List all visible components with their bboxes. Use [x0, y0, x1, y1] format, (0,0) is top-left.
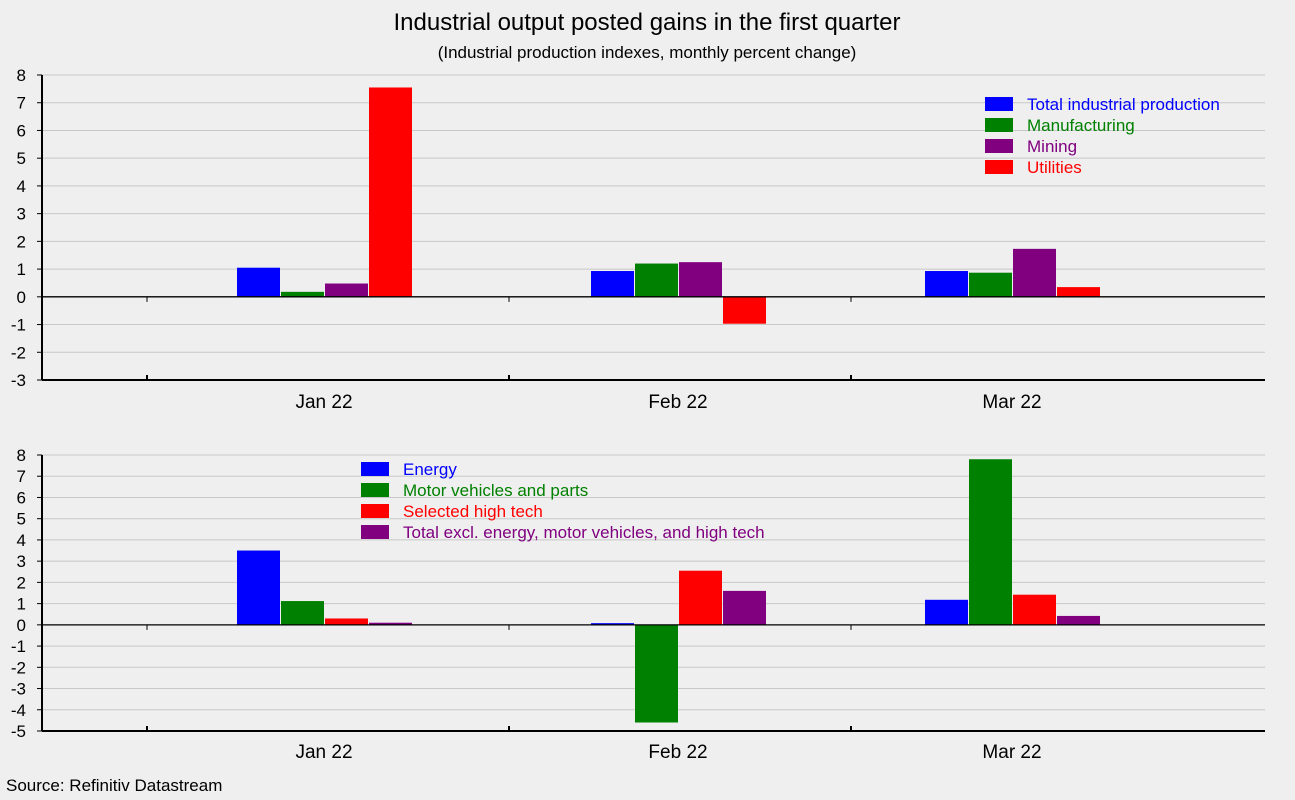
bar-total-industrial-production [237, 267, 280, 297]
y-tick-label: 4 [17, 531, 26, 550]
legend-label: Selected high tech [403, 502, 543, 521]
bar-utilities [723, 296, 766, 324]
bar-mining [679, 262, 722, 297]
x-tick-label: Feb 22 [648, 392, 707, 413]
bar-energy [591, 623, 634, 625]
y-tick-label: -1 [11, 316, 26, 335]
legend-swatch [361, 462, 389, 476]
legend-label: Total excl. energy, motor vehicles, and … [403, 523, 765, 542]
bar-total-industrial-production [591, 271, 634, 297]
y-tick-label: 6 [17, 488, 26, 507]
y-tick-label: -1 [11, 637, 26, 656]
top-panel: -3 -2 -1 0 1 2 3 4 5 6 7 8 Jan 22 Feb 22 Mar 22 Total i… [11, 66, 1265, 413]
bar-mining [325, 283, 368, 297]
bar-motor-vehicles-and-parts [281, 601, 324, 625]
legend-swatch [985, 97, 1013, 111]
bar-selected-high-tech [1013, 594, 1056, 625]
y-tick-label: 8 [17, 66, 26, 85]
x-tick-label: Jan 22 [295, 392, 352, 413]
legend-label: Motor vehicles and parts [403, 481, 588, 500]
y-tick-label: 5 [17, 149, 26, 168]
y-tick-label: 1 [17, 595, 26, 614]
y-tick-label: 7 [17, 467, 26, 486]
legend-label: Total industrial production [1027, 95, 1220, 114]
x-tick-label: Feb 22 [648, 742, 707, 763]
bar-total-industrial-production [925, 271, 968, 297]
y-tick-label: 5 [17, 510, 26, 529]
y-tick-label: 3 [17, 205, 26, 224]
chart-subtitle: (Industrial production indexes, monthly … [438, 43, 857, 62]
y-tick-label: 2 [17, 573, 26, 592]
bar-energy [925, 599, 968, 625]
bottom-panel: -5 -4 -3 -2 -1 0 1 2 3 4 5 6 7 8 Jan 22 Feb 22 Mar 22 Ene… [11, 446, 1265, 763]
y-tick-label: -2 [11, 343, 26, 362]
y-tick-label: -4 [11, 701, 26, 720]
legend-swatch [985, 139, 1013, 153]
y-tick-label: 0 [17, 616, 26, 635]
bar-manufacturing [635, 263, 678, 297]
source-note: Source: Refinitiv Datastream [6, 776, 222, 795]
y-tick-label: 0 [17, 288, 26, 307]
y-tick-label: -3 [11, 680, 26, 699]
legend-swatch [985, 160, 1013, 174]
y-tick-label: 6 [17, 121, 26, 140]
chart-title: Industrial output posted gains in the fi… [394, 9, 901, 36]
legend-label: Utilities [1027, 158, 1082, 177]
y-tick-label: 2 [17, 232, 26, 251]
legend-label: Mining [1027, 137, 1077, 156]
x-tick-label: Mar 22 [982, 392, 1041, 413]
y-tick-label: 7 [17, 94, 26, 113]
bar-utilities [1057, 287, 1100, 297]
bar-total-excl-energy-motor-vehicles-and-high-tech [369, 622, 412, 625]
bar-selected-high-tech [679, 570, 722, 625]
x-tick-label: Jan 22 [295, 742, 352, 763]
legend-swatch [361, 483, 389, 497]
bar-total-excl-energy-motor-vehicles-and-high-tech [1057, 615, 1100, 625]
y-tick-label: 4 [17, 177, 26, 196]
bar-motor-vehicles-and-parts [635, 624, 678, 723]
bar-energy [237, 550, 280, 625]
bar-utilities [369, 87, 412, 297]
bar-manufacturing [281, 291, 324, 297]
bar-mining [1013, 248, 1056, 297]
bar-total-excl-energy-motor-vehicles-and-high-tech [723, 590, 766, 625]
y-tick-label: -5 [11, 722, 26, 741]
y-tick-label: -3 [11, 371, 26, 390]
y-tick-label: -2 [11, 658, 26, 677]
bar-manufacturing [969, 272, 1012, 297]
x-tick-label: Mar 22 [982, 742, 1041, 763]
legend-swatch [361, 504, 389, 518]
legend-swatch [985, 118, 1013, 132]
legend-label: Manufacturing [1027, 116, 1135, 135]
legend-label: Energy [403, 460, 457, 479]
y-tick-label: 3 [17, 552, 26, 571]
legend-swatch [361, 525, 389, 539]
bar-selected-high-tech [325, 618, 368, 625]
y-tick-label: 8 [17, 446, 26, 465]
y-tick-label: 1 [17, 260, 26, 279]
bar-motor-vehicles-and-parts [969, 459, 1012, 625]
